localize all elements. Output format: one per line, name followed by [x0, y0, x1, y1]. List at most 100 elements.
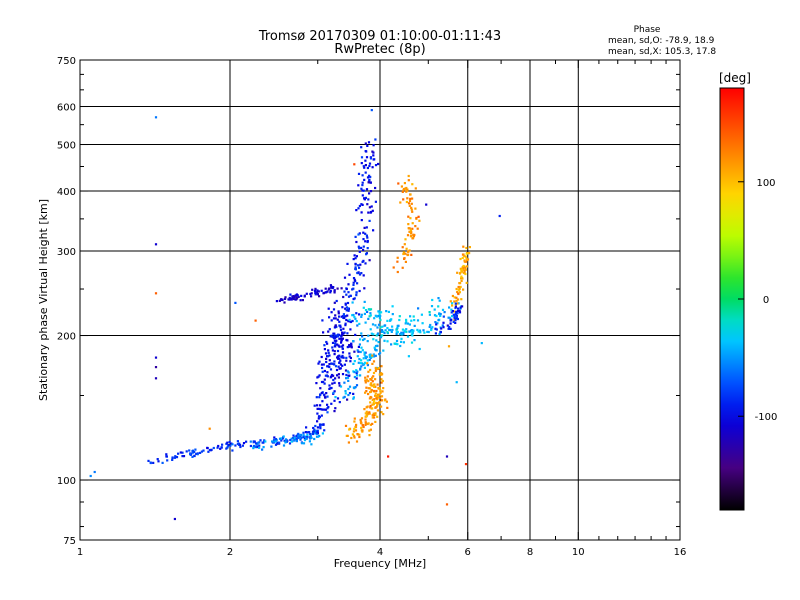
- data-point: [378, 393, 381, 396]
- data-point: [418, 219, 421, 222]
- data-point: [262, 446, 265, 449]
- data-point: [305, 426, 308, 429]
- data-point: [341, 337, 344, 340]
- data-point: [316, 293, 319, 296]
- data-point: [254, 446, 257, 449]
- data-point: [200, 450, 203, 453]
- data-point: [454, 302, 457, 305]
- data-point: [345, 373, 348, 377]
- data-point: [331, 286, 334, 290]
- data-point: [363, 287, 366, 290]
- data-point: [410, 235, 413, 238]
- data-point: [458, 287, 461, 290]
- data-point: [334, 324, 337, 327]
- data-point: [428, 311, 431, 314]
- data-point: [374, 412, 377, 415]
- data-point: [463, 265, 466, 268]
- data-point: [354, 426, 358, 429]
- data-point: [297, 434, 300, 437]
- data-point: [319, 408, 322, 411]
- data-point: [387, 455, 390, 458]
- data-point: [412, 233, 415, 236]
- data-point: [352, 283, 355, 286]
- data-point: [369, 353, 372, 357]
- data-point: [336, 334, 339, 337]
- data-point: [354, 257, 357, 260]
- data-point: [339, 385, 343, 388]
- data-point: [261, 441, 264, 444]
- data-point: [344, 424, 348, 427]
- data-point: [380, 399, 383, 402]
- data-point: [348, 344, 351, 347]
- data-point: [335, 299, 338, 303]
- data-point: [344, 315, 347, 318]
- data-point: [231, 443, 234, 446]
- data-point: [368, 164, 371, 168]
- data-point: [362, 238, 365, 241]
- data-point: [344, 302, 347, 305]
- data-point: [371, 398, 374, 401]
- data-point: [449, 322, 452, 325]
- data-point: [278, 441, 281, 444]
- data-point: [228, 440, 231, 444]
- data-point: [249, 444, 252, 448]
- data-point: [443, 311, 446, 314]
- data-point: [354, 268, 357, 271]
- data-point: [406, 335, 410, 338]
- data-point: [361, 174, 364, 177]
- data-point: [409, 193, 412, 196]
- data-point: [348, 392, 352, 395]
- data-point: [367, 141, 371, 144]
- data-point: [378, 312, 381, 315]
- data-point: [352, 396, 355, 399]
- data-point: [352, 258, 355, 261]
- data-points: [89, 109, 501, 521]
- data-point: [320, 289, 323, 292]
- data-point: [282, 444, 286, 447]
- phase-stats-title: Phase: [634, 25, 661, 35]
- data-point: [348, 355, 351, 358]
- data-point: [465, 257, 468, 260]
- data-point: [333, 390, 336, 393]
- data-point: [354, 333, 357, 336]
- data-point: [404, 260, 407, 263]
- data-point: [407, 215, 410, 218]
- data-point: [166, 459, 169, 462]
- data-point: [360, 365, 363, 368]
- data-point: [351, 319, 354, 323]
- data-point: [272, 438, 276, 441]
- data-point: [348, 385, 352, 388]
- data-point: [407, 253, 410, 256]
- data-point: [410, 319, 413, 322]
- data-point: [408, 199, 412, 202]
- data-point: [276, 441, 279, 444]
- data-point: [325, 392, 328, 395]
- data-point: [414, 225, 417, 228]
- data-point: [364, 412, 367, 415]
- y-tick-label: 750: [57, 56, 76, 67]
- data-point: [448, 316, 451, 319]
- data-point: [333, 291, 336, 294]
- data-point: [376, 344, 379, 347]
- data-point: [330, 334, 333, 337]
- data-point: [179, 451, 182, 454]
- data-point: [459, 267, 462, 270]
- data-point: [373, 346, 376, 349]
- data-point: [426, 330, 429, 333]
- data-point: [361, 349, 364, 352]
- data-point: [451, 304, 454, 307]
- data-point: [369, 428, 372, 431]
- data-point: [374, 314, 377, 317]
- data-point: [331, 346, 334, 349]
- data-point: [350, 343, 353, 346]
- data-point: [356, 271, 359, 275]
- data-point: [152, 461, 155, 464]
- data-point: [454, 315, 457, 318]
- data-point: [369, 190, 373, 193]
- data-point: [369, 181, 372, 184]
- data-point: [370, 407, 373, 410]
- data-point: [362, 231, 365, 234]
- data-point: [411, 227, 414, 230]
- data-point: [226, 441, 229, 444]
- data-point: [323, 378, 326, 381]
